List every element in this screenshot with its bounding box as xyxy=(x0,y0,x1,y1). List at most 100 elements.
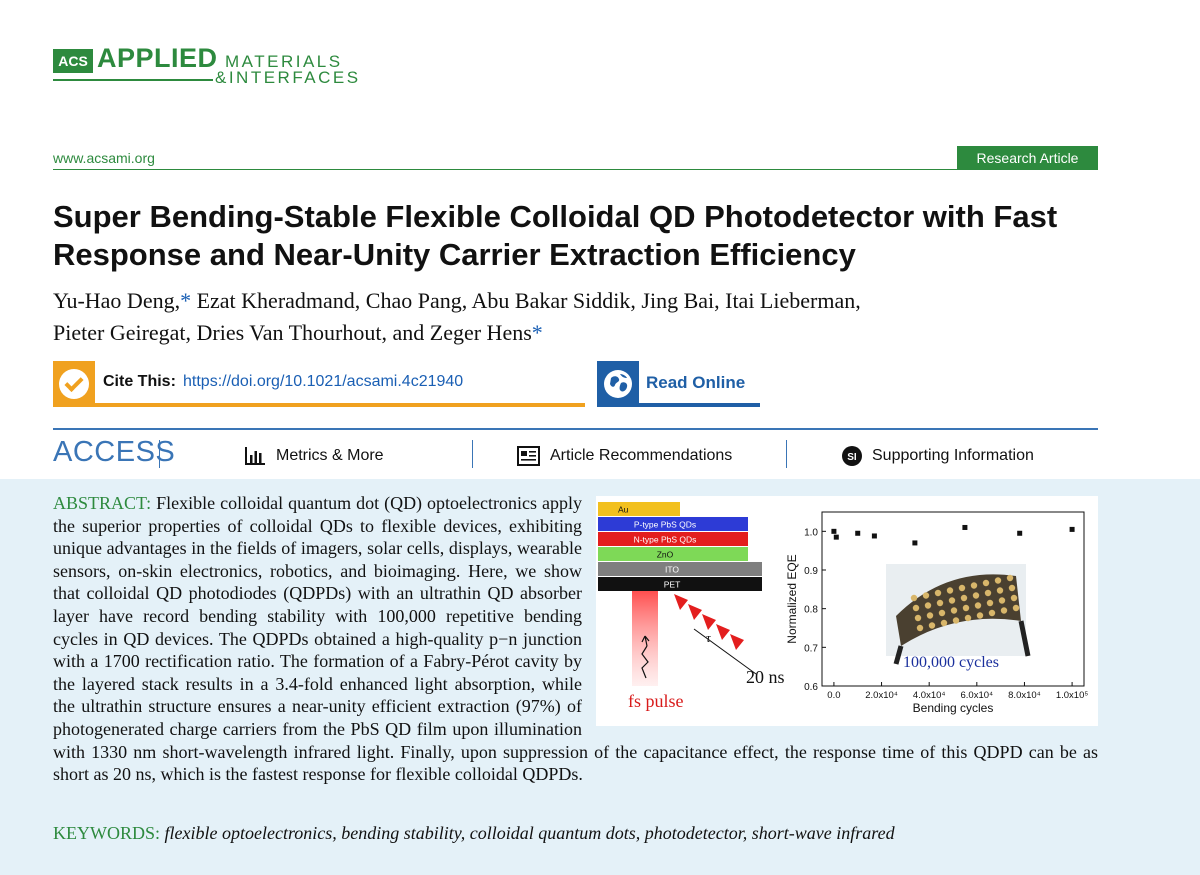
pixel-dot xyxy=(916,624,924,632)
toc-graphic: Au P-type PbS QDs N-type PbS QDs ZnO ITO PET … xyxy=(596,496,1098,726)
pixel-dot xyxy=(926,612,934,619)
decay-line xyxy=(693,628,757,675)
pixel-dot xyxy=(950,607,958,614)
layer-3 xyxy=(598,547,748,561)
pixel-dot xyxy=(960,594,968,602)
corresponding-mark-2[interactable]: * xyxy=(531,320,543,345)
pixel-dot xyxy=(946,587,954,594)
x-tick-label: 0.0 xyxy=(827,690,840,701)
tab-recommendations[interactable]: Article Recommendations xyxy=(517,446,732,466)
decay-markers xyxy=(674,594,744,650)
pixel-dot xyxy=(964,614,972,622)
si-icon: SI xyxy=(842,446,862,466)
doi-link[interactable]: https://doi.org/10.1021/acsami.4c21940 xyxy=(183,373,464,390)
journal-url[interactable]: www.acsami.org xyxy=(53,150,155,166)
layer-0 xyxy=(598,502,680,516)
x-tick-label: 2.0x10⁴ xyxy=(865,690,898,701)
si-badge-text: SI xyxy=(847,452,857,463)
read-underline xyxy=(597,403,760,407)
cite-underline xyxy=(53,403,585,407)
device-layer-stack: Au P-type PbS QDs N-type PbS QDs ZnO ITO PET xyxy=(598,502,762,591)
layer-label-5: PET xyxy=(664,580,681,590)
x-tick-label: 8.0x10⁴ xyxy=(1008,690,1041,701)
author-list: Yu-Hao Deng,* Ezat Kheradmand, Chao Pang… xyxy=(53,285,1113,349)
layer-label-1: P-type PbS QDs xyxy=(634,520,696,530)
data-point xyxy=(833,534,839,540)
logo-interfaces: &INTERFACES xyxy=(215,68,361,87)
tab-supporting-info[interactable]: SI Supporting Information xyxy=(842,446,1034,466)
data-point xyxy=(1017,530,1023,536)
authors-line2: Pieter Geiregat, Dries Van Thourhout, an… xyxy=(53,320,532,345)
pixel-dot xyxy=(912,604,920,612)
data-point xyxy=(871,533,877,539)
tab-separator xyxy=(472,440,473,468)
eqe-chart: 100,000 cycles 0.6 0.7 0.8 0.9 1.0 0.0 2.0x10⁴ 4… xyxy=(785,511,1088,715)
pixel-dot xyxy=(936,599,944,607)
pixel-dot xyxy=(974,602,982,609)
pixel-dot xyxy=(934,589,942,597)
time-label: 20 ns xyxy=(746,667,785,687)
authors-rest: Ezat Kheradmand, Chao Pang, Abu Bakar Si… xyxy=(191,288,861,313)
pixel-dot xyxy=(924,602,932,609)
y-tick-label: 1.0 xyxy=(804,527,818,538)
y-axis-label: Normalized EQE xyxy=(785,554,799,643)
layer-label-4: ITO xyxy=(665,565,679,575)
abstract-text: Flexible colloidal quantum dot (QD) opto… xyxy=(53,493,1098,785)
layer-2 xyxy=(598,532,748,546)
pixel-dot xyxy=(1010,594,1018,602)
pixel-dot xyxy=(938,609,946,617)
pixel-dot xyxy=(958,584,966,592)
cite-label: Cite This: xyxy=(103,373,176,390)
pixel-dot xyxy=(962,604,970,612)
author-first[interactable]: Yu-Hao Deng, xyxy=(53,288,181,313)
cite-this: Cite This: https://doi.org/10.1021/acsam… xyxy=(53,361,585,407)
corresponding-mark[interactable]: * xyxy=(180,288,192,313)
x-axis-label: Bending cycles xyxy=(913,701,994,715)
pixel-dot xyxy=(1008,584,1016,592)
fs-pulse-label: fs pulse xyxy=(628,691,684,711)
pixel-dot xyxy=(928,622,936,629)
tab-metrics[interactable]: Metrics & More xyxy=(244,446,384,466)
y-tick-label: 0.8 xyxy=(804,605,818,616)
read-online-button[interactable]: Read Online xyxy=(597,361,760,407)
data-point xyxy=(912,540,918,546)
pixel-dot xyxy=(998,597,1006,604)
tab-supporting-label: Supporting Information xyxy=(872,447,1034,464)
keywords: KEYWORDS: flexible optoelectronics, bend… xyxy=(53,822,1098,844)
journal-logo: ACS APPLIED MATERIALS &INTERFACES xyxy=(53,42,383,88)
pixel-dot xyxy=(1012,604,1020,612)
pixel-dot xyxy=(922,592,930,599)
layer-label-2: N-type PbS QDs xyxy=(634,535,697,545)
y-tick-label: 0.7 xyxy=(804,643,818,654)
pixel-dot xyxy=(952,617,960,624)
flexible-device-photo xyxy=(886,564,1031,665)
layer-1 xyxy=(598,517,748,531)
pixel-dot xyxy=(982,579,990,587)
x-tick-label: 4.0x10⁴ xyxy=(913,690,946,701)
read-online-label: Read Online xyxy=(646,373,746,392)
data-point xyxy=(1069,526,1075,532)
layer-5 xyxy=(598,577,762,591)
y-tick-label: 0.6 xyxy=(804,682,818,693)
access-divider xyxy=(53,428,1098,430)
document-list-icon xyxy=(517,446,540,466)
pixel-dot xyxy=(1000,607,1008,614)
tab-separator xyxy=(786,440,787,468)
tau-label: τ xyxy=(706,630,712,645)
pulse-arrow xyxy=(641,635,650,647)
layer-label-0: Au xyxy=(618,505,629,515)
pixel-dot xyxy=(940,619,948,627)
y-tick-label: 0.9 xyxy=(804,566,818,577)
pixel-dot xyxy=(948,597,956,604)
pulse-wave xyxy=(641,645,649,679)
tab-metrics-label: Metrics & More xyxy=(276,447,384,464)
pixel-dot xyxy=(986,599,994,607)
globe-icon xyxy=(597,361,639,407)
tab-recommendations-label: Article Recommendations xyxy=(550,447,733,464)
pixel-dot xyxy=(910,594,918,602)
access-label: ACCESS xyxy=(53,436,176,468)
logo-acs: ACS xyxy=(53,49,93,73)
tweezers xyxy=(893,620,1031,665)
bar-chart-icon xyxy=(245,447,265,465)
